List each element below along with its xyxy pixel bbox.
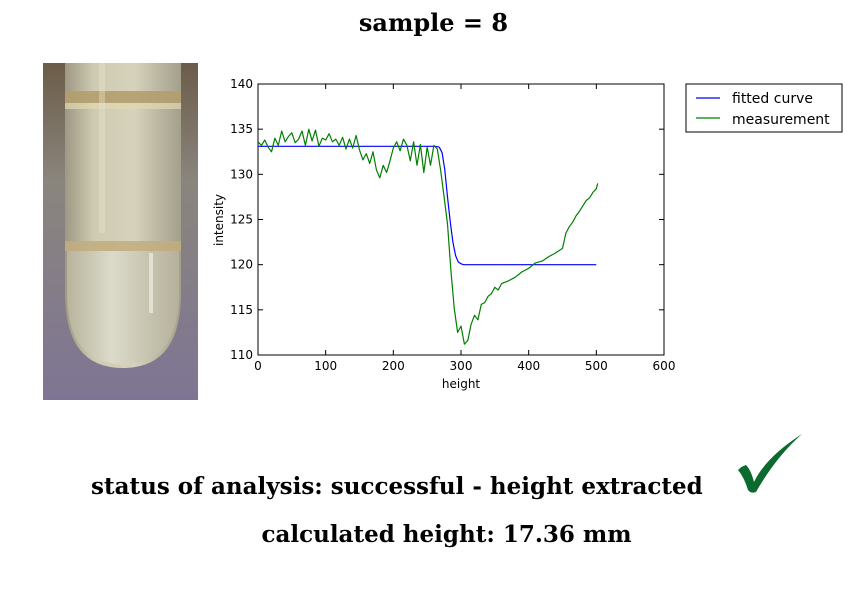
y-tick-label: 140 xyxy=(230,77,253,91)
legend-label-measurement: measurement xyxy=(732,112,830,128)
y-tick-label: 110 xyxy=(230,348,253,362)
x-tick-label: 300 xyxy=(450,359,473,373)
y-tick-label: 120 xyxy=(230,258,253,272)
intensity-chart: 0 100 200 300 400 500 600 110 115 120 125 130 135 140… xyxy=(212,77,843,391)
page-title: sample = 8 xyxy=(358,8,509,37)
legend: fitted curve measurement xyxy=(685,83,843,133)
series-line-fitted-curve xyxy=(258,145,597,266)
x-tick-label: 200 xyxy=(382,359,405,373)
x-axis-label: height xyxy=(442,377,481,391)
checkmark-icon xyxy=(738,434,802,493)
x-tick-label: 400 xyxy=(517,359,540,373)
analysis-status: status of analysis: successful - height … xyxy=(91,473,703,500)
x-tick-label: 500 xyxy=(585,359,608,373)
test-tube-photo xyxy=(43,63,198,400)
legend-box xyxy=(685,83,843,133)
series-line-measurement xyxy=(257,128,599,345)
y-tick-label: 115 xyxy=(230,303,253,317)
y-tick-label: 125 xyxy=(230,213,253,227)
calculated-height: calculated height: 17.36 mm xyxy=(261,521,632,548)
x-tick-label: 0 xyxy=(254,359,262,373)
legend-label-fitted: fitted curve xyxy=(732,91,813,107)
y-tick-label: 130 xyxy=(230,167,253,181)
x-tick-label: 100 xyxy=(314,359,337,373)
plot-area xyxy=(257,83,665,356)
y-axis-label: intensity xyxy=(212,194,226,246)
y-tick-label: 135 xyxy=(230,122,253,136)
x-tick-label: 600 xyxy=(653,359,676,373)
